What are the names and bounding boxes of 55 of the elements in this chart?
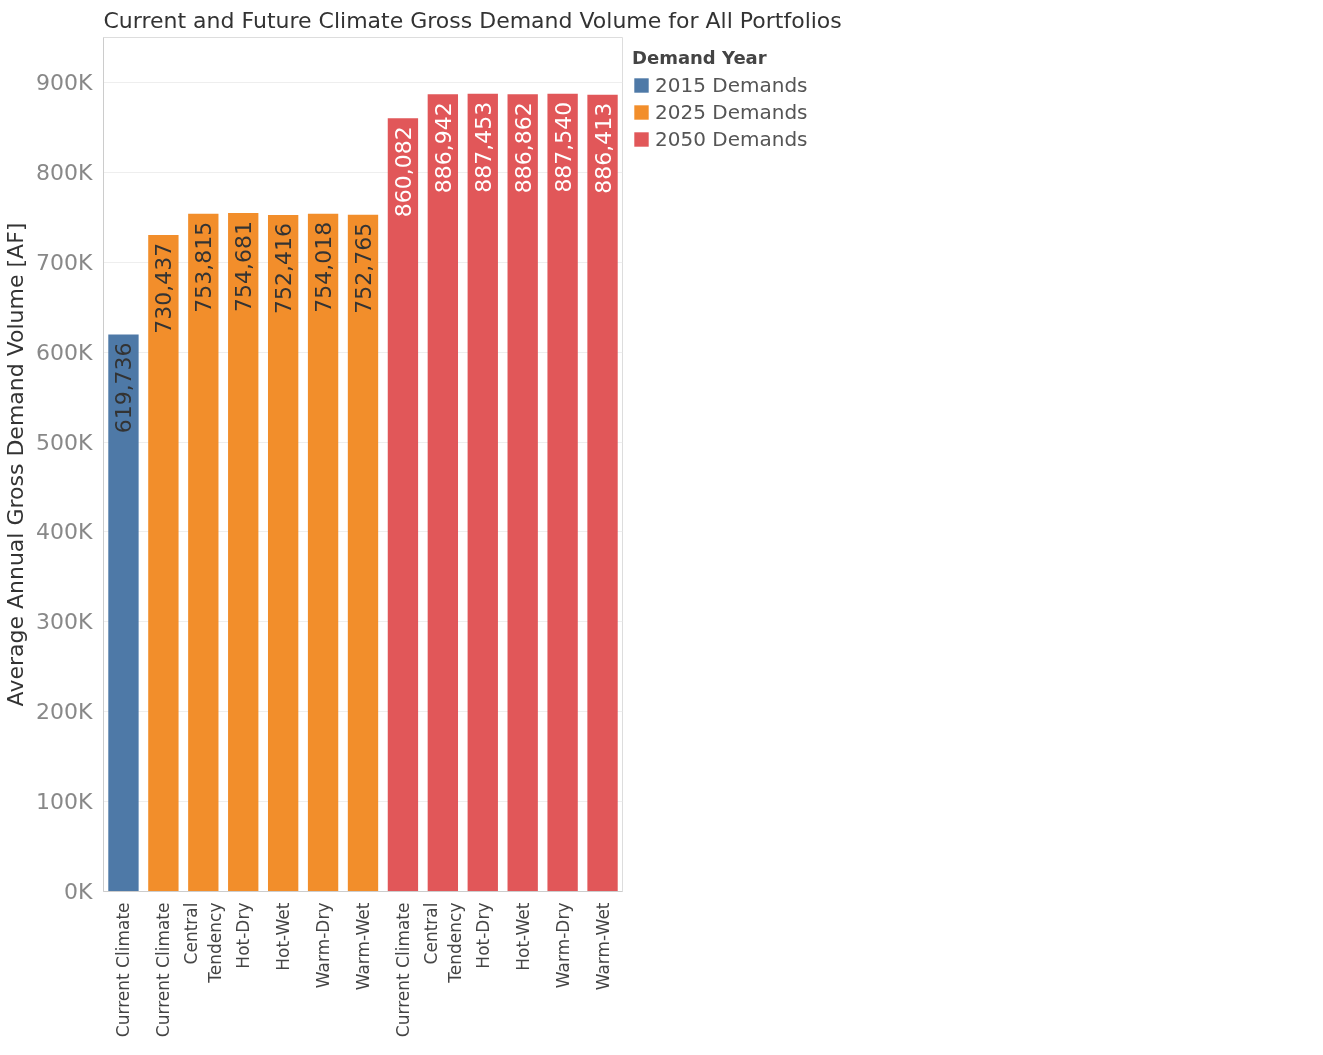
x-tick-label: Hot-Wet <box>512 902 533 971</box>
bar <box>228 213 259 892</box>
x-tick-label: Current Climate <box>113 902 134 1038</box>
y-tick-label: 0K <box>64 879 94 904</box>
x-tick-label: Hot-Wet <box>273 902 294 971</box>
legend-label: 2015 Demands <box>655 73 808 97</box>
bar <box>108 334 139 892</box>
chart-title: Current and Future Climate Gross Demand Volume for All Portfolios <box>103 7 842 33</box>
data-label: 752,416 <box>271 223 297 315</box>
bar <box>188 213 219 892</box>
y-tick-label: 600K <box>36 339 94 365</box>
bar <box>587 94 618 892</box>
data-label: 886,942 <box>430 102 456 194</box>
data-label: 754,681 <box>231 221 257 313</box>
bar <box>307 213 339 892</box>
x-tick-label: Warm-Wet <box>353 902 373 991</box>
data-label: 753,815 <box>191 221 217 313</box>
data-label: 887,453 <box>470 101 496 193</box>
x-tick-label: Warm-Dry <box>552 902 573 989</box>
x-tick-label: Warm-Dry <box>313 902 334 989</box>
data-label: 730,437 <box>151 242 177 334</box>
bar <box>347 214 379 892</box>
y-tick-label: 700K <box>36 249 94 275</box>
y-tick-label: 400K <box>36 519 94 545</box>
bar <box>267 215 299 892</box>
x-tick-label: Hot-Dry <box>472 902 493 969</box>
x-tick-label: Hot-Dry <box>233 902 254 969</box>
y-tick-label: 500K <box>36 429 94 455</box>
data-label: 887,540 <box>550 101 576 193</box>
y-axis-title: Average Annual Gross Demand Volume [AF] <box>3 222 29 707</box>
x-tick-label: Central Tendency <box>181 902 226 984</box>
bar <box>427 94 459 892</box>
data-label: 619,736 <box>111 342 137 434</box>
y-tick-label: 100K <box>36 789 94 815</box>
x-tick-label: Current Climate <box>153 902 174 1038</box>
legend-label: 2025 Demands <box>655 100 808 124</box>
legend-label: 2050 Demands <box>655 127 808 151</box>
data-label: 754,018 <box>311 221 337 313</box>
data-label: 886,413 <box>590 102 616 194</box>
bar <box>507 94 538 892</box>
y-tick-label: 300K <box>36 609 94 635</box>
y-tick-label: 900K <box>36 69 94 95</box>
y-tick-label: 800K <box>36 159 94 185</box>
data-label: 860,082 <box>390 126 416 218</box>
y-tick-label: 200K <box>36 699 94 725</box>
bar <box>148 234 179 892</box>
bar <box>387 118 419 892</box>
legend-title: Demand Year <box>632 47 768 68</box>
bar <box>467 93 498 892</box>
x-tick-label: Warm-Wet <box>592 902 613 991</box>
x-tick-label: Current Climate <box>392 902 413 1038</box>
x-tick-label: Central Tendency <box>420 902 465 984</box>
data-label: 752,765 <box>351 222 376 314</box>
bar <box>547 93 578 892</box>
data-label: 886,862 <box>510 102 536 194</box>
